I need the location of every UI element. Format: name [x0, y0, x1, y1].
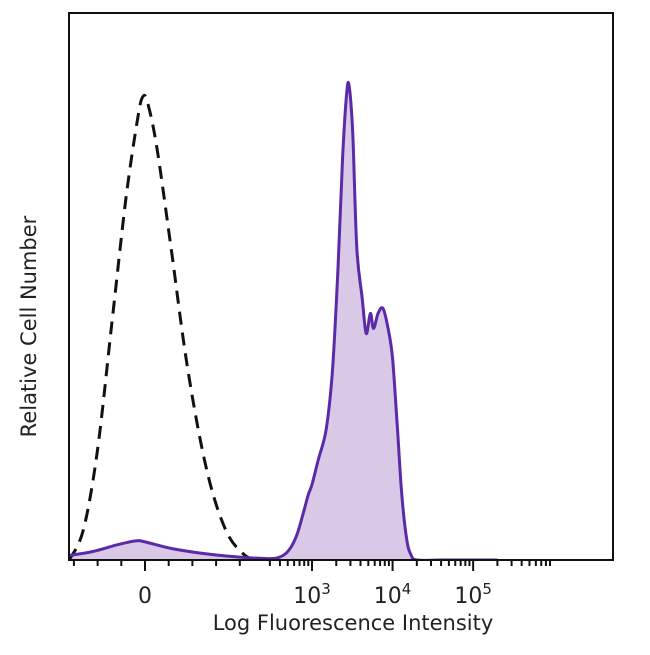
y-axis-title: Relative Cell Number — [17, 215, 41, 437]
series-2-line — [69, 80, 498, 560]
series-2-fill — [69, 82, 498, 560]
series-1-line — [69, 93, 260, 560]
x-axis-title: Log Fluorescence Intensity — [213, 611, 494, 635]
plot-layer — [69, 80, 498, 560]
x-tick-label: 105 — [454, 580, 492, 609]
x-tick-label: 0 — [138, 584, 152, 609]
x-axis: 0 103 104 105 — [72, 560, 552, 609]
plot-frame — [68, 12, 614, 561]
x-tick-label: 104 — [374, 580, 412, 609]
x-tick-label: 103 — [293, 580, 331, 609]
